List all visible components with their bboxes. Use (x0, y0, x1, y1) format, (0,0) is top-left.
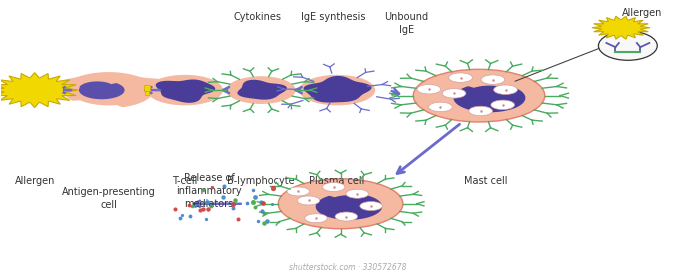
Polygon shape (62, 72, 165, 107)
Circle shape (305, 214, 327, 223)
Text: IgE synthesis: IgE synthesis (302, 13, 366, 22)
Polygon shape (304, 76, 372, 102)
Circle shape (442, 88, 466, 98)
Circle shape (297, 196, 320, 205)
Text: shutterstock.com · 330572678: shutterstock.com · 330572678 (288, 263, 407, 272)
Circle shape (299, 75, 375, 105)
Circle shape (449, 73, 473, 82)
Circle shape (278, 179, 403, 229)
Text: Unbound
IgE: Unbound IgE (384, 13, 428, 35)
Circle shape (429, 102, 452, 112)
Circle shape (287, 187, 309, 196)
Circle shape (468, 106, 493, 116)
Circle shape (335, 212, 357, 221)
Circle shape (491, 100, 514, 109)
Circle shape (346, 189, 368, 198)
Circle shape (147, 75, 223, 105)
Circle shape (360, 202, 382, 211)
Text: Release of
inflammatory
mediators: Release of inflammatory mediators (177, 173, 242, 209)
Polygon shape (79, 81, 124, 99)
Text: B-lymphocyte: B-lymphocyte (227, 176, 295, 186)
Polygon shape (156, 80, 215, 103)
Polygon shape (316, 195, 382, 220)
Circle shape (414, 69, 545, 122)
Text: Mast cell: Mast cell (464, 176, 507, 186)
Text: Plasma cell: Plasma cell (309, 176, 365, 186)
Circle shape (603, 21, 639, 35)
Text: Cytokines: Cytokines (234, 13, 281, 22)
Polygon shape (453, 86, 525, 112)
Polygon shape (238, 80, 287, 100)
Text: Antigen-presenting
cell: Antigen-presenting cell (62, 187, 156, 209)
Polygon shape (592, 16, 650, 39)
Circle shape (493, 85, 517, 94)
Circle shape (417, 85, 441, 94)
Text: T-cell: T-cell (172, 176, 197, 186)
Text: Allergen: Allergen (621, 8, 662, 18)
Circle shape (481, 75, 505, 84)
Circle shape (227, 76, 295, 104)
Polygon shape (0, 73, 79, 108)
Ellipse shape (598, 31, 657, 60)
Circle shape (322, 183, 345, 192)
Text: Allergen: Allergen (15, 176, 55, 186)
Circle shape (7, 79, 63, 101)
